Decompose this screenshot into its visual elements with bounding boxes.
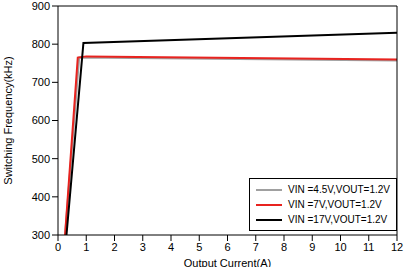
svg-text:12: 12 xyxy=(391,241,398,253)
svg-text:6: 6 xyxy=(224,241,230,253)
svg-text:400: 400 xyxy=(32,191,50,203)
svg-text:11: 11 xyxy=(363,241,374,253)
svg-text:600: 600 xyxy=(32,114,50,126)
svg-text:500: 500 xyxy=(32,153,50,165)
svg-text:Switching Frequency(kHz): Switching Frequency(kHz) xyxy=(8,56,14,184)
svg-text:10: 10 xyxy=(334,241,346,253)
svg-text:800: 800 xyxy=(32,38,50,50)
svg-text:3: 3 xyxy=(140,241,146,253)
svg-text:8: 8 xyxy=(281,241,287,253)
svg-text:300: 300 xyxy=(32,229,50,241)
svg-text:4: 4 xyxy=(168,241,174,253)
svg-text:0: 0 xyxy=(55,241,61,253)
svg-text:5: 5 xyxy=(196,241,202,253)
html-text:VIN =4.5V,VOUT=1.2V: VIN =4.5V,VOUT=1.2V xyxy=(288,184,390,195)
svg-text:900: 900 xyxy=(32,0,50,12)
svg-text:2: 2 xyxy=(111,241,117,253)
html-text:VIN =7V,VOUT=1.2V: VIN =7V,VOUT=1.2V xyxy=(288,199,382,210)
svg-text:7: 7 xyxy=(253,241,259,253)
svg-text:9: 9 xyxy=(309,241,315,253)
svg-text:700: 700 xyxy=(32,76,50,88)
html-text:VIN =17V,VOUT=1.2V: VIN =17V,VOUT=1.2V xyxy=(288,214,388,225)
svg-text:Output Current(A): Output Current(A) xyxy=(184,257,271,267)
svg-text:1: 1 xyxy=(83,241,89,253)
